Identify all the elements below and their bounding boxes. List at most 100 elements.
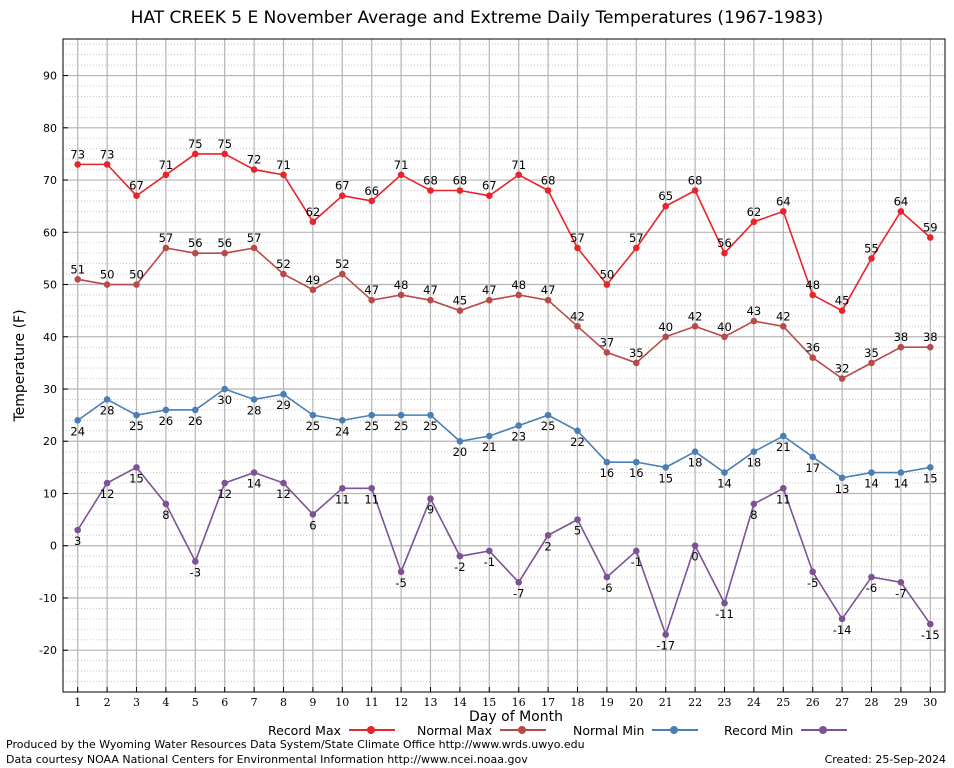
data-label: 12 bbox=[217, 487, 232, 501]
x-tick-label: 11 bbox=[365, 696, 379, 709]
y-tick-label: 10 bbox=[43, 487, 57, 500]
data-point bbox=[133, 281, 140, 288]
data-point bbox=[662, 464, 669, 471]
x-tick-label: 13 bbox=[424, 696, 438, 709]
data-point bbox=[544, 531, 552, 539]
data-point bbox=[339, 484, 346, 492]
data-point bbox=[838, 474, 846, 482]
data-label: 64 bbox=[776, 194, 791, 208]
data-point bbox=[456, 552, 464, 560]
data-label: 16 bbox=[600, 466, 615, 480]
data-label: 59 bbox=[923, 221, 938, 235]
data-point bbox=[133, 464, 140, 471]
data-label: -15 bbox=[921, 628, 940, 642]
data-label: 0 bbox=[691, 550, 698, 564]
data-label: 14 bbox=[864, 477, 879, 491]
data-point bbox=[809, 291, 816, 299]
data-label: 25 bbox=[394, 419, 409, 433]
data-label: -17 bbox=[656, 639, 675, 653]
data-point bbox=[221, 150, 228, 158]
data-label: 14 bbox=[247, 477, 262, 491]
data-point bbox=[633, 547, 640, 555]
data-label: 14 bbox=[894, 477, 909, 491]
series-record-max: 73 73 67 71 75 75 72 71 62 67 66 71 68 68 67 71 68 57 50 57… bbox=[70, 137, 938, 314]
data-label: 47 bbox=[364, 283, 379, 297]
data-point bbox=[897, 343, 905, 351]
y-tick-label: 50 bbox=[43, 279, 57, 292]
data-label: 21 bbox=[776, 440, 791, 454]
data-label: 56 bbox=[188, 236, 203, 250]
x-tick-label: 16 bbox=[512, 696, 526, 709]
data-label: 11 bbox=[364, 492, 379, 506]
data-point bbox=[486, 192, 493, 200]
data-point bbox=[691, 323, 699, 330]
data-point bbox=[809, 453, 816, 461]
data-point bbox=[250, 469, 258, 476]
data-label: -3 bbox=[190, 565, 201, 579]
data-point bbox=[662, 333, 669, 341]
data-label: 73 bbox=[70, 147, 85, 161]
y-tick-label: -10 bbox=[39, 592, 57, 605]
data-label: 64 bbox=[894, 194, 909, 208]
x-tick-label: 27 bbox=[835, 696, 849, 709]
x-tick-label: 7 bbox=[251, 696, 258, 709]
data-point bbox=[662, 631, 669, 638]
series-line bbox=[77, 466, 931, 638]
data-point bbox=[691, 448, 699, 455]
data-label: -14 bbox=[833, 623, 852, 637]
data-point bbox=[927, 343, 934, 351]
data-label: 40 bbox=[717, 320, 732, 334]
data-label: 35 bbox=[629, 346, 644, 360]
data-point bbox=[221, 479, 228, 487]
y-tick-label: 90 bbox=[43, 70, 57, 83]
data-point bbox=[809, 568, 816, 576]
data-point bbox=[103, 479, 111, 487]
series-normal-max: 51 50 50 57 56 56 57 52 49 52 47 48 47 45 47 48 47 42 37 35… bbox=[70, 231, 938, 382]
data-label: 71 bbox=[511, 158, 526, 172]
legend-label-normal-max: Normal Max bbox=[417, 722, 493, 738]
data-point bbox=[897, 469, 905, 476]
data-point bbox=[927, 464, 934, 471]
x-tick-label: 5 bbox=[192, 696, 199, 709]
x-tick-label: 30 bbox=[923, 696, 937, 709]
legend-swatch-record-max bbox=[349, 724, 396, 736]
data-label: 8 bbox=[750, 508, 757, 522]
data-label: 15 bbox=[658, 471, 673, 485]
data-label: 18 bbox=[688, 456, 703, 470]
data-point bbox=[133, 192, 140, 200]
data-label: 5 bbox=[574, 524, 581, 538]
data-label: 50 bbox=[129, 268, 144, 282]
data-point bbox=[339, 417, 346, 424]
data-label: 45 bbox=[453, 294, 468, 308]
y-tick-label: 70 bbox=[43, 174, 57, 187]
series-normal-min: 24 28 25 26 26 30 28 29 25 24 25 25 25 20 21 23 25 22 16 16… bbox=[70, 385, 938, 496]
data-point bbox=[74, 417, 81, 424]
data-label: 18 bbox=[747, 456, 762, 470]
data-point bbox=[103, 281, 111, 288]
data-label: 28 bbox=[247, 403, 262, 417]
data-point bbox=[633, 244, 640, 252]
data-label: 75 bbox=[188, 137, 203, 151]
data-point bbox=[838, 307, 846, 314]
data-point bbox=[427, 296, 434, 304]
data-point bbox=[133, 411, 140, 419]
data-point bbox=[574, 427, 581, 435]
data-label: 24 bbox=[335, 424, 350, 438]
data-point bbox=[721, 469, 728, 476]
data-point bbox=[280, 390, 287, 398]
x-tick-label: 20 bbox=[629, 696, 643, 709]
data-point bbox=[515, 422, 522, 429]
x-tick-label: 21 bbox=[659, 696, 673, 709]
data-point bbox=[515, 171, 522, 179]
data-point bbox=[280, 171, 287, 179]
data-label: 23 bbox=[511, 430, 526, 444]
legend-record-max: Record Max bbox=[268, 722, 396, 738]
data-point bbox=[721, 599, 728, 607]
data-label: 14 bbox=[717, 477, 732, 491]
data-label: 48 bbox=[511, 278, 526, 292]
data-label: 47 bbox=[482, 283, 497, 297]
data-point bbox=[515, 578, 522, 586]
data-point bbox=[691, 542, 699, 550]
data-label: -7 bbox=[895, 586, 906, 600]
